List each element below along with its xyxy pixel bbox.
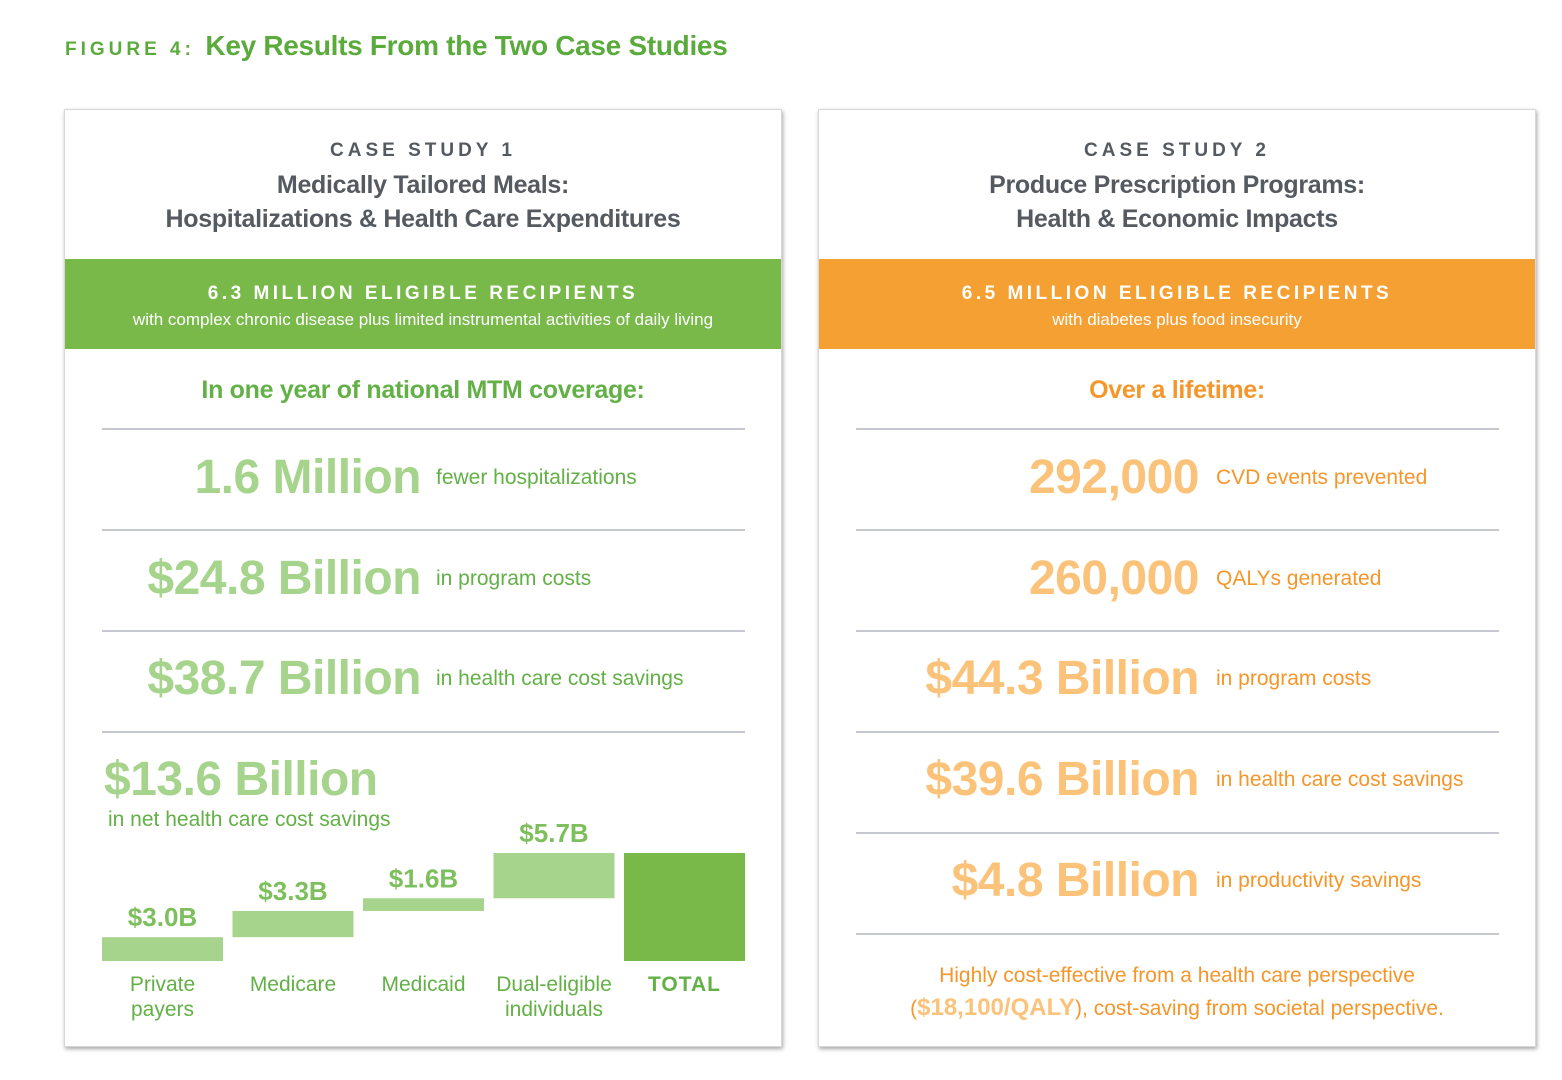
category-label: TOTAL [648,973,721,996]
stat-value: $44.3 Billion [925,652,1199,705]
stat-value: $38.7 Billion [147,652,421,705]
case-study-2-recipients-band: 6.5 MILLION ELIGIBLE RECIPIENTS with dia… [819,259,1535,349]
stat-value: 1.6 Million [194,451,421,504]
case-study-2-title-line1: Produce Prescription Programs: [989,171,1365,199]
data-label: $3.3B [258,876,327,906]
stat-value: $24.8 Billion [147,552,421,605]
divider [856,630,1499,632]
stat-value: $39.6 Billion [925,753,1199,806]
stat-row: $24.8 Billion in program costs [102,531,745,630]
note-open-paren: ( [910,997,918,1020]
case-study-2-title: Produce Prescription Programs: Health & … [819,168,1535,236]
divider [856,428,1499,430]
case-study-1-title-line1: Medically Tailored Meals: [276,171,570,199]
stat-row: 260,000 QALYs generated [856,531,1499,630]
note-rest: ), cost-saving from societal perspective… [1075,997,1444,1020]
stat-row: $39.6 Billion in health care cost saving… [856,732,1499,831]
stat-description: QALYs generated [1216,567,1382,590]
stat-row: $4.8 Billion in productivity savings [856,833,1499,932]
data-label: $3.0B [128,902,197,932]
category-label: Medicaid [381,973,465,996]
bar-total [624,853,745,961]
recipients-criteria: with diabetes plus food insecurity [1052,310,1302,329]
figure-heading: Key Results From the Two Case Studies [205,30,728,61]
case-study-1-title-line2: Hospitalizations & Health Care Expenditu… [165,205,681,233]
divider [102,630,745,632]
stat-description: in program costs [436,567,592,590]
case-study-2-card: CASE STUDY 2 Produce Prescription Progra… [818,109,1536,1047]
case-study-1-intro: In one year of national MTM coverage: [201,376,645,404]
case-study-1-title: Medically Tailored Meals: Hospitalizatio… [65,168,781,236]
stat-value: $4.8 Billion [951,854,1200,907]
cost-effectiveness-note: Highly cost-effective from a health care… [819,960,1535,1025]
case-study-1-recipients-band: 6.3 MILLION ELIGIBLE RECIPIENTS with com… [65,259,781,349]
stat-value: 292,000 [1028,451,1200,504]
stat-description: in program costs [1216,667,1372,690]
divider [856,529,1499,531]
stat-description: fewer hospitalizations [436,466,637,489]
divider [856,731,1499,733]
net-savings-value: $13.6 Billion [104,753,378,806]
divider [102,731,745,733]
stat-description: in productivity savings [1216,869,1422,892]
recipients-count: 6.5 MILLION ELIGIBLE RECIPIENTS [961,283,1393,304]
recipients-criteria: with complex chronic disease plus limite… [132,310,714,329]
stat-value: 260,000 [1028,552,1200,605]
net-savings-description: in net health care cost savings [108,808,391,831]
case-study-2-intro: Over a lifetime: [1089,376,1265,404]
category-label: Dual-eligible [496,973,612,996]
figure-label: FIGURE 4: [65,39,195,60]
stat-row: $44.3 Billion in program costs [856,631,1499,730]
category-label: payers [131,998,194,1021]
recipients-count: 6.3 MILLION ELIGIBLE RECIPIENTS [207,283,639,304]
divider [102,428,745,430]
category-label: Medicare [250,973,336,996]
stat-row: $38.7 Billion in health care cost saving… [102,631,745,730]
note-line-2: ($18,100/QALY), cost-saving from societa… [819,992,1535,1025]
bar-medicaid [363,898,484,911]
stat-description: in health care cost savings [436,667,684,690]
category-label: Private [130,973,195,996]
stat-description: in health care cost savings [1216,768,1464,791]
divider [856,832,1499,834]
category-label: individuals [505,998,603,1021]
stat-description: CVD events prevented [1216,466,1428,489]
case-study-1-label: CASE STUDY 1 [330,140,516,161]
bar-private-payers [102,937,223,961]
data-label: $5.7B [519,818,588,848]
case-study-2-title-line2: Health & Economic Impacts [1016,205,1338,233]
data-label: $1.6B [389,863,458,893]
note-line-1: Highly cost-effective from a health care… [939,964,1415,987]
figure-title: FIGURE 4: Key Results From the Two Case … [65,30,728,62]
stat-row: 292,000 CVD events prevented [856,430,1499,529]
stat-row: 1.6 Million fewer hospitalizations [102,430,745,529]
bar-dual-eligible-individuals [493,853,615,899]
divider [102,529,745,531]
case-study-1-card: CASE STUDY 1 Medically Tailored Meals: H… [64,109,782,1047]
divider [856,933,1499,935]
cost-per-qaly: $18,100/QALY [917,994,1076,1021]
case-study-2-label: CASE STUDY 2 [1084,140,1270,161]
bar-medicare [232,910,354,938]
